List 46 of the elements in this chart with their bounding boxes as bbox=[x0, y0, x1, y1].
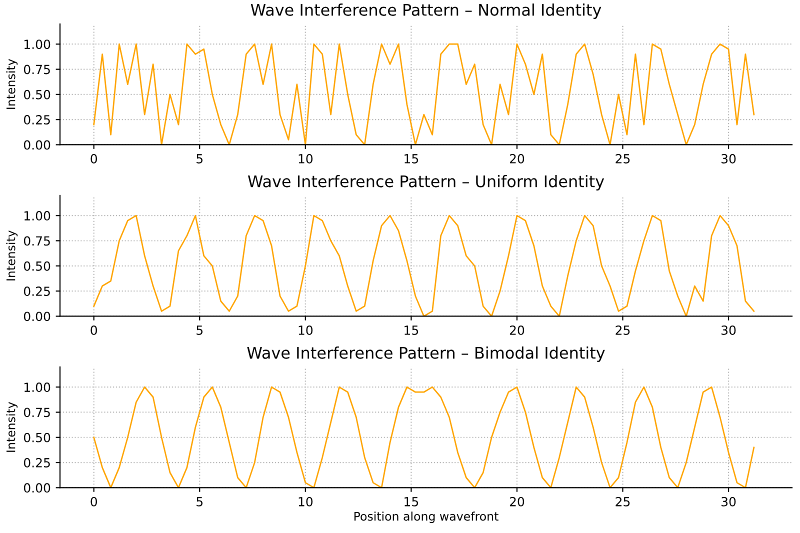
chart-title: Wave Interference Pattern – Uniform Identity bbox=[248, 174, 604, 190]
x-tick-label: 15 bbox=[404, 154, 418, 164]
y-tick-label: 1.00 bbox=[24, 40, 50, 50]
x-tick-label: 10 bbox=[298, 325, 313, 335]
x-axis-title: Position along wavefront bbox=[354, 512, 498, 524]
chart-title: Wave Interference Pattern – Bimodal Identity bbox=[247, 346, 605, 362]
x-tick-label: 25 bbox=[616, 154, 630, 164]
y-tick-label: 1.00 bbox=[24, 211, 50, 221]
y-axis-title: Intensity bbox=[6, 402, 18, 452]
x-tick-label: 10 bbox=[298, 154, 313, 164]
y-tick-label: 0.00 bbox=[24, 140, 50, 150]
y-axis-title: Intensity bbox=[6, 59, 18, 109]
chart-title: Wave Interference Pattern – Normal Identity bbox=[250, 4, 602, 19]
x-tick-label: 15 bbox=[404, 497, 418, 506]
x-tick-label: 25 bbox=[616, 496, 630, 506]
y-tick-label: 0.75 bbox=[24, 64, 50, 74]
y-tick-label: 0.25 bbox=[24, 286, 50, 296]
x-tick-label: 20 bbox=[510, 496, 524, 506]
y-tick-label: 0.75 bbox=[24, 408, 50, 418]
x-tick-label: 0 bbox=[90, 496, 97, 506]
x-tick-label: 5 bbox=[196, 497, 203, 506]
x-tick-label: 0 bbox=[90, 325, 97, 335]
line-series bbox=[93, 43, 755, 145]
y-tick-label: 0.75 bbox=[24, 236, 50, 246]
y-tick-label: 0.00 bbox=[24, 312, 50, 322]
x-tick-label: 5 bbox=[196, 154, 203, 164]
x-tick-label: 30 bbox=[722, 154, 736, 164]
line-series bbox=[93, 214, 755, 316]
y-tick-label: 0.50 bbox=[24, 90, 50, 100]
x-tick-label: 30 bbox=[722, 325, 736, 335]
x-tick-label: 5 bbox=[196, 326, 203, 335]
x-tick-label: 10 bbox=[298, 496, 313, 506]
y-axis-title: Intensity bbox=[6, 230, 18, 280]
line-series bbox=[93, 386, 755, 488]
y-tick-label: 0.00 bbox=[24, 483, 50, 493]
x-tick-label: 0 bbox=[90, 154, 97, 164]
x-tick-label: 25 bbox=[616, 325, 630, 335]
y-tick-label: 0.25 bbox=[24, 458, 50, 468]
y-tick-label: 0.25 bbox=[24, 115, 50, 125]
x-tick-label: 15 bbox=[404, 326, 418, 335]
y-tick-label: 0.50 bbox=[24, 261, 50, 271]
x-tick-label: 20 bbox=[510, 154, 524, 164]
x-tick-label: 20 bbox=[510, 325, 524, 335]
x-tick-label: 30 bbox=[722, 496, 736, 506]
y-tick-label: 1.00 bbox=[24, 382, 50, 392]
y-tick-label: 0.50 bbox=[24, 432, 50, 442]
